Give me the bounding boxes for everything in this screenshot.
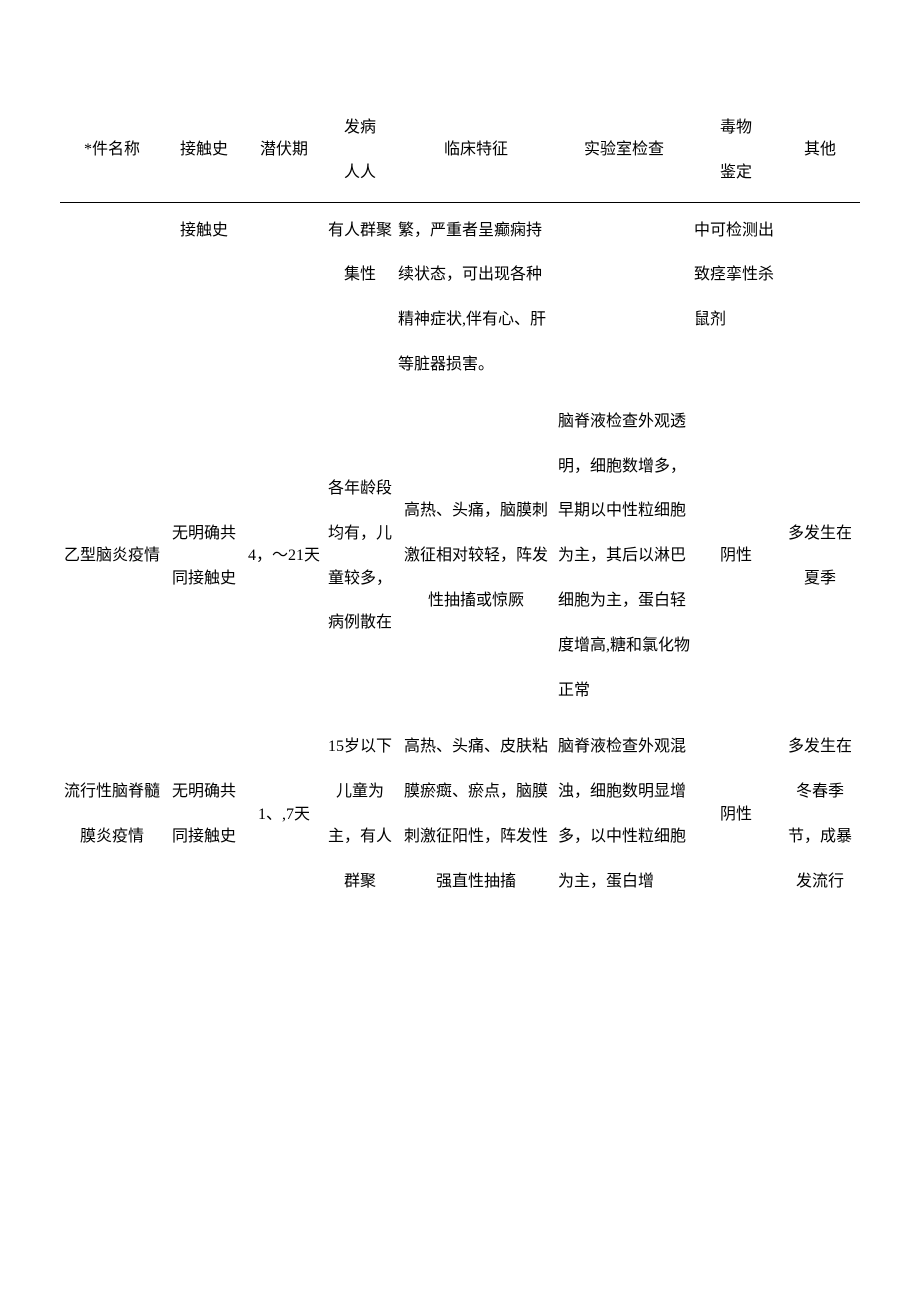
cell-name: 流行性脑脊髓膜炎疫情 — [60, 719, 164, 910]
header-contact: 接触史 — [164, 100, 244, 202]
cell-name — [60, 202, 164, 394]
cell-clinical: 高热、头痛，脑膜刺激征相对较轻，阵发性抽搐或惊厥 — [396, 394, 556, 720]
cell-tox: 阴性 — [692, 719, 780, 910]
header-incubation: 潜伏期 — [244, 100, 324, 202]
cell-lab: 脑脊液检查外观透明，细胞数增多，早期以中性粒细胞为主，其后以淋巴细胞为主，蛋白轻… — [556, 394, 692, 720]
cell-population: 各年龄段均有，儿童较多，病例散在 — [324, 394, 396, 720]
header-lab: 实验室检查 — [556, 100, 692, 202]
cell-population: 15岁以下儿童为主，有人群聚 — [324, 719, 396, 910]
cell-other: 多发生在冬春季节，成暴发流行 — [780, 719, 860, 910]
cell-incubation — [244, 202, 324, 394]
cell-contact: 无明确共同接触史 — [164, 719, 244, 910]
header-name: *件名称 — [60, 100, 164, 202]
cell-incubation: 4，～21天 — [244, 394, 324, 720]
cell-lab — [556, 202, 692, 394]
cell-contact: 无明确共同接触史 — [164, 394, 244, 720]
cell-other: 多发生在夏季 — [780, 394, 860, 720]
header-clinical: 临床特征 — [396, 100, 556, 202]
cell-population: 有人群聚集性 — [324, 202, 396, 394]
cell-tox: 阴性 — [692, 394, 780, 720]
differential-table: *件名称 接触史 潜伏期 发病人人 临床特征 实验室检查 毒物鉴定 其他 接触史… — [60, 100, 860, 911]
cell-contact: 接触史 — [164, 202, 244, 394]
cell-incubation: 1、,7天 — [244, 719, 324, 910]
cell-name: 乙型脑炎疫情 — [60, 394, 164, 720]
cell-lab: 脑脊液检查外观混浊，细胞数明显增多，以中性粒细胞为主，蛋白增 — [556, 719, 692, 910]
cell-other — [780, 202, 860, 394]
table-row: 流行性脑脊髓膜炎疫情 无明确共同接触史 1、,7天 15岁以下儿童为主，有人群聚… — [60, 719, 860, 910]
header-population: 发病人人 — [324, 100, 396, 202]
header-tox: 毒物鉴定 — [692, 100, 780, 202]
header-other: 其他 — [780, 100, 860, 202]
table-row: 接触史 有人群聚集性 繁，严重者呈癫痫持续状态，可出现各种精神症状,伴有心、肝等… — [60, 202, 860, 394]
cell-tox: 中可检测出致痉挛性杀鼠剂 — [692, 202, 780, 394]
cell-clinical: 高热、头痛、皮肤粘膜瘀癍、瘀点，脑膜刺激征阳性，阵发性强直性抽搐 — [396, 719, 556, 910]
table-row: 乙型脑炎疫情 无明确共同接触史 4，～21天 各年龄段均有，儿童较多，病例散在 … — [60, 394, 860, 720]
header-row: *件名称 接触史 潜伏期 发病人人 临床特征 实验室检查 毒物鉴定 其他 — [60, 100, 860, 202]
cell-clinical: 繁，严重者呈癫痫持续状态，可出现各种精神症状,伴有心、肝等脏器损害。 — [396, 202, 556, 394]
